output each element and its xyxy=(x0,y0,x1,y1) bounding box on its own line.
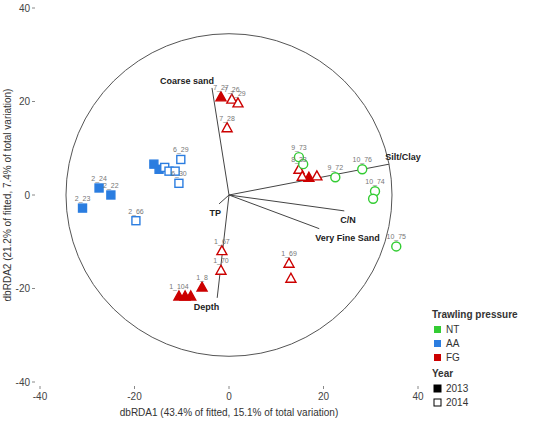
y-tick xyxy=(32,8,35,9)
chart: -40 -20 0 20 40 -40 -20 0 20 40 dbRDA1 (43.4% of f… xyxy=(0,0,540,429)
x-tick-label: -40 xyxy=(33,391,48,402)
point xyxy=(95,184,103,192)
legend-swatch xyxy=(434,385,441,392)
y-axis-label: dbRDA2 (21.2% of fitted, 7.4% of total v… xyxy=(2,89,13,302)
vector-label: Very Fine Sand xyxy=(315,233,380,243)
point-label: 9_73 xyxy=(291,144,307,152)
point xyxy=(312,171,322,180)
point xyxy=(284,258,294,267)
point-label: 10_75 xyxy=(387,233,407,241)
point xyxy=(216,92,226,101)
point xyxy=(222,123,232,132)
plot-area xyxy=(66,34,401,357)
point xyxy=(197,282,207,291)
point xyxy=(150,160,158,168)
point-label: 2_22 xyxy=(103,182,119,190)
vector-label: Depth xyxy=(194,302,220,312)
point-label: 6_29 xyxy=(173,146,189,154)
point-labels: 2_242_222_236_296_302_667_271_81_1047_26… xyxy=(75,84,406,291)
legend-item: FG xyxy=(446,352,460,363)
point-label: 10_74 xyxy=(365,178,385,186)
y-tick-label: 0 xyxy=(24,190,30,201)
x-tick-label: -20 xyxy=(127,391,142,402)
point xyxy=(177,155,185,163)
legend-swatch xyxy=(434,354,441,361)
vector-labels: Coarse sand Silt/Clay C/N Very Fine Sand TP D… xyxy=(160,76,421,312)
point-label: 6_30 xyxy=(171,170,187,178)
x-tick-label: 0 xyxy=(226,391,232,402)
x-tick-label: 40 xyxy=(412,391,424,402)
legend-item: NT xyxy=(446,324,459,335)
vector-label: Coarse sand xyxy=(160,76,214,86)
x-tick-label: 20 xyxy=(318,391,330,402)
legend-swatch xyxy=(434,326,441,333)
point-label: 1_8 xyxy=(196,274,208,282)
point xyxy=(369,194,378,203)
point xyxy=(79,204,87,212)
point-label: 10_76 xyxy=(353,156,373,164)
vector xyxy=(229,164,389,195)
vector-label: C/N xyxy=(340,215,356,225)
y-tick-label: -40 xyxy=(16,377,31,388)
y-tick-label: 40 xyxy=(19,3,31,14)
vector-label: TP xyxy=(210,208,222,218)
point-label: 7_28 xyxy=(219,115,235,123)
point xyxy=(331,173,340,182)
point xyxy=(216,265,226,274)
y-tick-label: 20 xyxy=(19,96,31,107)
x-tick xyxy=(418,386,419,389)
vector xyxy=(212,88,229,195)
vector-label: Silt/Clay xyxy=(385,152,421,162)
legend: Trawling pressure NT AA FG Year 2013 2014 xyxy=(432,309,518,408)
x-tick xyxy=(323,386,324,389)
point-label: 1_69 xyxy=(281,250,297,258)
point xyxy=(107,191,115,199)
y-tick xyxy=(32,195,35,196)
y-tick-label: -20 xyxy=(16,283,31,294)
vector xyxy=(229,195,344,211)
legend-title: Trawling pressure xyxy=(432,309,518,320)
point-label: 1_67 xyxy=(214,238,230,246)
point xyxy=(358,165,367,174)
point-label: 7_29 xyxy=(230,90,246,98)
y-tick xyxy=(32,382,35,383)
point-label: 1_70 xyxy=(213,257,229,265)
legend-item: AA xyxy=(446,338,460,349)
point-label: 8_33 xyxy=(291,156,307,164)
vector xyxy=(219,195,229,204)
y-tick xyxy=(32,288,35,289)
legend-title: Year xyxy=(432,368,453,379)
point-label: 2_66 xyxy=(128,208,144,216)
x-tick xyxy=(229,386,230,389)
x-tick xyxy=(134,386,135,389)
x-axis-label: dbRDA1 (43.4% of fitted, 15.1% of total … xyxy=(120,407,338,418)
point xyxy=(297,171,307,180)
point-label: 1_104 xyxy=(169,283,189,291)
point xyxy=(175,179,183,187)
legend-item: 2013 xyxy=(446,383,469,394)
legend-swatch xyxy=(434,399,441,406)
legend-swatch xyxy=(434,340,441,347)
point xyxy=(233,98,243,107)
point xyxy=(392,242,401,251)
vector xyxy=(229,195,319,229)
point-label: 2_23 xyxy=(75,195,91,203)
y-tick xyxy=(32,101,35,102)
legend-item: 2014 xyxy=(446,397,469,408)
point xyxy=(186,291,196,300)
x-tick xyxy=(40,386,41,389)
point xyxy=(132,217,140,225)
point-label: 9_72 xyxy=(328,164,344,172)
point xyxy=(217,246,227,255)
point xyxy=(286,273,296,282)
correlation-circle xyxy=(66,34,392,357)
